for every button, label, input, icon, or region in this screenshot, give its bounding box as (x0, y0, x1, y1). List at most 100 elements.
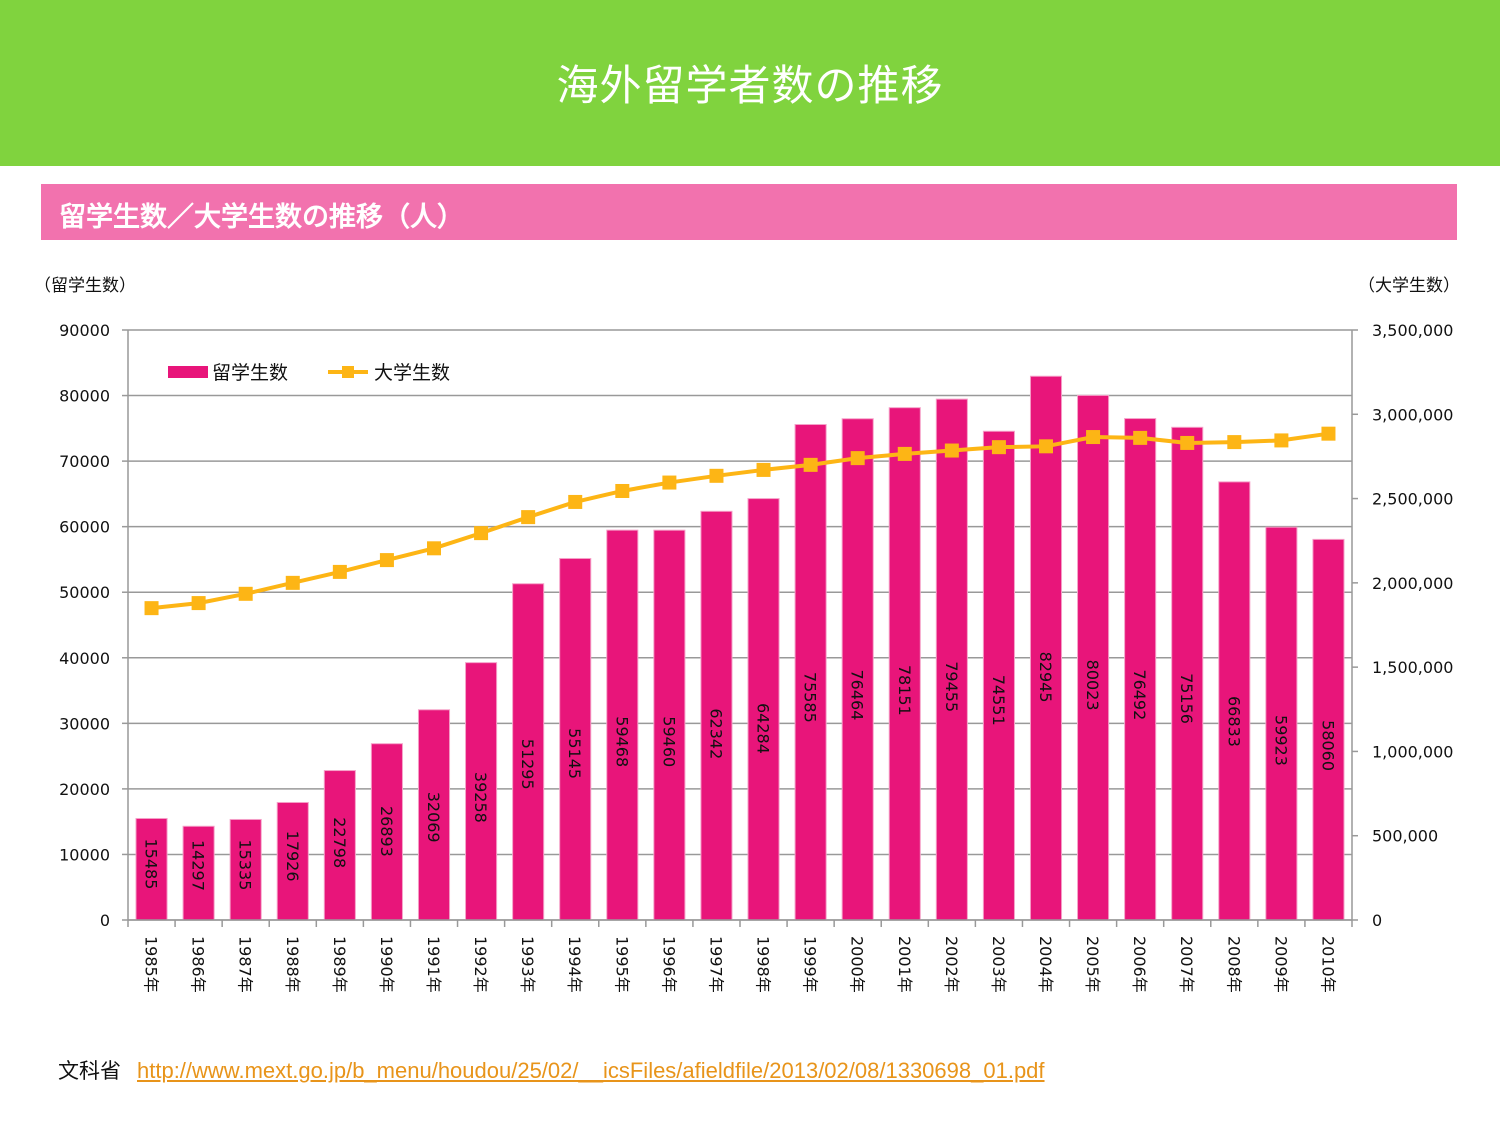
bar (1265, 526, 1298, 921)
bar-data-label: 66833 (1224, 696, 1243, 747)
left-tick-label: 0 (100, 911, 110, 930)
x-tick-label: 1997年 (706, 936, 725, 993)
bar-data-label: 64284 (754, 703, 773, 754)
line-marker (756, 462, 771, 477)
x-tick-label: 2003年 (989, 936, 1008, 993)
right-tick-label: 0 (1372, 911, 1382, 930)
line-marker (1133, 430, 1148, 445)
legend-line-marker (342, 366, 354, 378)
right-tick-label: 3,000,000 (1372, 405, 1453, 424)
source-link[interactable]: http://www.mext.go.jp/b_menu/houdou/25/0… (137, 1058, 1045, 1083)
bar-data-label: 15335 (236, 839, 255, 890)
bar (182, 825, 215, 921)
line-marker (944, 443, 959, 458)
bar (935, 398, 968, 921)
x-tick-label: 2001年 (895, 936, 914, 993)
line-marker (897, 446, 912, 461)
page-title: 海外留学者数の推移 (556, 61, 944, 110)
right-tick-label: 2,000,000 (1372, 574, 1453, 593)
bar (276, 801, 309, 921)
bar-data-label: 17926 (283, 831, 302, 882)
line-marker (615, 483, 630, 498)
bar (1124, 418, 1157, 921)
bar (417, 709, 451, 921)
x-tick-label: 1988年 (283, 936, 302, 993)
line-marker (1180, 435, 1195, 450)
bar-data-label: 58060 (1318, 720, 1337, 771)
x-tick-label: 1986年 (189, 936, 208, 993)
line-marker (1274, 433, 1289, 448)
x-tick-label: 2009年 (1271, 936, 1290, 993)
left-tick-label: 10000 (59, 845, 110, 864)
legend-bar-label: 留学生数 (212, 362, 288, 384)
bar (1312, 538, 1345, 921)
x-tick-label: 1999年 (801, 936, 820, 993)
bar (1077, 394, 1110, 921)
line-marker (191, 596, 206, 611)
line-marker (379, 553, 394, 568)
legend-bar-swatch (168, 366, 208, 378)
line-marker (285, 575, 300, 590)
bar (794, 423, 827, 921)
bar-data-label: 51295 (518, 739, 537, 790)
students-line (151, 431, 1329, 611)
right-tick-label: 500,000 (1372, 827, 1438, 846)
bar-data-label: 79455 (942, 661, 961, 712)
line-marker (568, 494, 583, 509)
bar (841, 418, 874, 921)
x-tick-label: 2000年 (848, 936, 867, 993)
line-marker (332, 564, 347, 579)
bar (1218, 481, 1251, 921)
bar-data-label: 14297 (189, 840, 208, 891)
bar (465, 662, 498, 921)
x-tick-label: 1996年 (659, 936, 678, 993)
x-tick-label: 1995年 (612, 936, 631, 993)
line-marker (1086, 430, 1101, 445)
left-tick-label: 30000 (59, 714, 110, 733)
x-tick-label: 2010年 (1318, 936, 1337, 993)
left-tick-label: 80000 (59, 387, 110, 406)
bar-data-label: 80023 (1083, 660, 1102, 711)
source-label: 文科省 (58, 1059, 121, 1083)
bar (700, 510, 733, 921)
line-marker (709, 468, 724, 483)
x-tick-label: 2005年 (1083, 936, 1102, 993)
bar-data-label: 59923 (1271, 715, 1290, 766)
x-tick-label: 1994年 (565, 936, 584, 993)
bar (323, 770, 356, 921)
bar-data-label: 74551 (989, 675, 1008, 726)
bar (1171, 426, 1204, 921)
x-tick-label: 2008年 (1224, 936, 1243, 993)
x-tick-label: 1991年 (424, 936, 443, 993)
line-marker (238, 586, 253, 601)
bar (747, 498, 780, 921)
line-marker (521, 510, 536, 525)
bar-data-label: 55145 (565, 728, 584, 779)
line-marker (474, 526, 489, 541)
bar (559, 557, 592, 921)
right-tick-label: 2,500,000 (1372, 490, 1453, 509)
bar-data-label: 75585 (801, 672, 820, 723)
source-footer: 文科省 http://www.mext.go.jp/b_menu/houdou/2… (58, 1055, 1045, 1085)
bar-data-label: 15485 (142, 838, 161, 889)
bar-data-label: 76464 (848, 669, 867, 720)
bar-data-label: 32069 (424, 792, 443, 843)
left-tick-label: 90000 (59, 321, 110, 340)
bar (653, 529, 686, 921)
bar (1029, 375, 1063, 921)
bar (135, 817, 168, 921)
section-banner: 留学生数／大学生数の推移（人） (41, 184, 1457, 240)
line-marker (1039, 439, 1053, 454)
line-marker (1321, 426, 1336, 441)
line-marker (662, 475, 677, 490)
x-tick-label: 2002年 (942, 936, 961, 993)
bar (370, 743, 403, 921)
bar-data-label: 75156 (1177, 673, 1196, 724)
right-axis-title: （大学生数） (1358, 276, 1460, 296)
line-marker (991, 440, 1006, 455)
right-tick-label: 3,500,000 (1372, 321, 1453, 340)
bar (888, 407, 921, 921)
bar-data-label: 62342 (706, 708, 725, 759)
bar (512, 583, 545, 921)
x-tick-label: 1989年 (330, 936, 349, 993)
